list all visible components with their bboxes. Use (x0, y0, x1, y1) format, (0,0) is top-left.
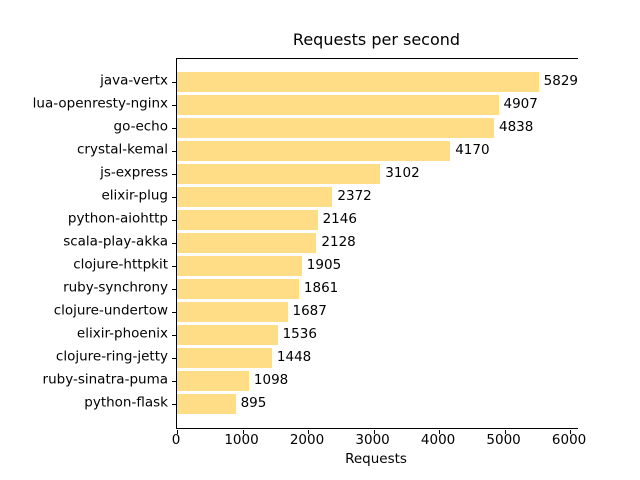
xtick-label-6000: 6000 (551, 432, 587, 448)
x-axis-label: Requests (345, 451, 407, 467)
ytick-label-python-flask: python-flask (84, 393, 168, 410)
bar-value-label: 4907 (503, 95, 538, 112)
bar-row: 1098 (177, 369, 578, 392)
bar-ruby-sinatra-puma (177, 370, 249, 391)
bar-row: 1448 (177, 346, 578, 369)
xtick-mark (242, 430, 244, 434)
xtick-label-4000: 4000 (420, 432, 456, 448)
bar-elixir-phoenix (177, 324, 278, 345)
bar-elixir-plug (177, 186, 333, 207)
ytick-label-crystal-kemal: crystal-kemal (77, 140, 168, 157)
xtick-label-1000: 1000 (224, 432, 259, 448)
bar-value-label: 1861 (303, 279, 339, 296)
bar-scala-play-akka (177, 232, 317, 253)
ytick-label-elixir-plug: elixir-plug (101, 186, 168, 203)
bar-row: 4907 (177, 93, 578, 116)
bar-clojure-ring-jetty (177, 347, 272, 368)
bar-row: 4170 (177, 139, 578, 162)
ytick-mark (172, 403, 176, 405)
plot-area: 5829 4907 4838 4170 3102 2372 2146 2128 1905 1861… (172, 58, 578, 434)
bar-row: 4838 (177, 116, 578, 139)
bar-value-label: 895 (240, 394, 267, 411)
ytick-label-clojure-ring-jetty: clojure-ring-jetty (55, 347, 168, 364)
bar-row: 1687 (177, 300, 578, 323)
ytick-label-js-express: js-express (100, 163, 168, 180)
ytick-label-go-echo: go-echo (113, 117, 169, 134)
bar-row: 1536 (177, 323, 578, 346)
ytick-mark (172, 81, 176, 83)
bar-clojure-httpkit (177, 255, 302, 276)
ytick-label-clojure-undertow: clojure-undertow (53, 301, 168, 318)
bar-row: 2146 (177, 208, 578, 231)
bar-value-label: 1536 (282, 325, 317, 342)
ytick-mark (172, 334, 176, 336)
bar-row: 1905 (177, 254, 578, 277)
bars-container: 5829 4907 4838 4170 3102 2372 2146 2128 1905 1861… (177, 70, 578, 415)
xtick-mark (439, 430, 441, 434)
bar-value-label: 2128 (321, 233, 356, 250)
ytick-label-ruby-sinatra-puma: ruby-sinatra-puma (42, 370, 168, 387)
ytick-label-python-aiohttp: python-aiohttp (67, 209, 168, 226)
bar-row: 5829 (177, 70, 578, 93)
bar-java-vertx (177, 71, 539, 92)
ytick-label-clojure-httpkit: clojure-httpkit (73, 255, 168, 272)
xtick-label-2000: 2000 (289, 432, 325, 448)
bar-row: 895 (177, 392, 578, 415)
bar-ruby-synchrony (177, 278, 299, 299)
xtick-label-3000: 3000 (355, 432, 390, 448)
xtick-mark (570, 430, 572, 434)
xtick-mark (308, 430, 309, 434)
chart-title: Requests per second (292, 30, 461, 49)
bar-row: 2128 (177, 231, 578, 254)
ytick-mark (172, 104, 176, 106)
bar-value-label: 1687 (292, 302, 327, 319)
bar-lua-openresty-nginx (177, 94, 499, 115)
bar-crystal-kemal (177, 140, 451, 161)
bar-row: 1861 (177, 277, 578, 300)
bar-value-label: 2372 (337, 187, 372, 204)
ytick-mark (172, 127, 176, 129)
bar-value-label: 2146 (322, 210, 357, 227)
ytick-mark (172, 380, 176, 382)
ytick-label-java-vertx: java-vertx (100, 71, 168, 88)
ytick-label-ruby-synchrony: ruby-synchrony (63, 278, 168, 295)
bar-clojure-undertow (177, 301, 288, 322)
ytick-mark (172, 311, 176, 313)
ytick-mark (172, 173, 176, 175)
ytick-mark (172, 288, 176, 290)
ytick-label-lua-openresty-nginx: lua-openresty-nginx (32, 94, 168, 111)
bar-value-label: 4170 (455, 141, 490, 158)
ytick-mark (172, 357, 176, 359)
bar-value-label: 5829 (543, 72, 578, 89)
bar-python-flask (177, 393, 236, 414)
ytick-label-elixir-phoenix: elixir-phoenix (76, 324, 168, 341)
ytick-mark (172, 196, 176, 198)
xtick-label-5000: 5000 (486, 432, 521, 448)
xtick-label-0: 0 (171, 432, 181, 448)
ytick-mark (172, 150, 176, 152)
xtick-mark (177, 430, 178, 434)
bar-value-label: 1905 (306, 256, 342, 273)
bar-value-label: 4838 (499, 118, 534, 135)
bar-value-label: 1448 (276, 348, 312, 365)
ytick-label-scala-play-akka: scala-play-akka (63, 232, 168, 249)
bar-value-label: 3102 (385, 164, 420, 181)
bar-python-aiohttp (177, 209, 318, 230)
xtick-mark (373, 430, 375, 434)
bar-js-express (177, 163, 381, 184)
ytick-mark (172, 265, 176, 267)
ytick-mark (172, 242, 176, 244)
bar-go-echo (177, 117, 494, 138)
ytick-mark (172, 219, 176, 221)
bar-row: 2372 (177, 185, 578, 208)
xtick-mark (504, 430, 506, 434)
bar-row: 3102 (177, 162, 578, 185)
bar-value-label: 1098 (253, 371, 289, 388)
